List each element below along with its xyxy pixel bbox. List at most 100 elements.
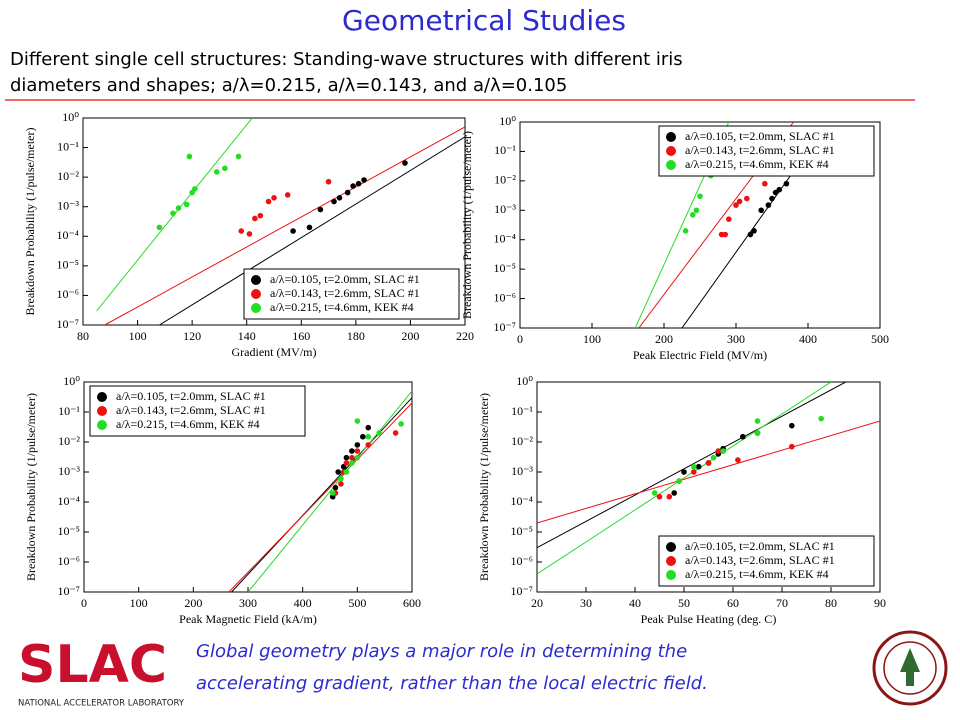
data-point — [697, 193, 703, 200]
x-tick-label: 90 — [874, 596, 886, 610]
fit-line — [159, 136, 465, 325]
data-point — [238, 228, 245, 234]
y-tick-label: 10⁻³ — [511, 464, 533, 478]
legend-marker — [666, 556, 676, 566]
data-point — [354, 448, 361, 454]
legend-marker — [251, 289, 261, 299]
y-tick-label: 10⁻⁴ — [57, 494, 80, 508]
y-tick-label: 10⁻² — [494, 173, 516, 187]
y-tick-label: 10⁻² — [57, 169, 79, 183]
data-point — [170, 210, 176, 217]
y-tick-label: 10⁻⁵ — [57, 524, 80, 538]
x-tick-label: 200 — [401, 329, 419, 343]
data-point — [765, 202, 772, 208]
logo-text: SLAC — [18, 635, 167, 695]
y-tick-label: 10⁻⁷ — [56, 317, 79, 331]
data-point — [354, 418, 361, 424]
subtitle-line: Different single cell structures: Standi… — [10, 49, 683, 70]
legend-marker — [97, 420, 107, 430]
data-point — [349, 454, 355, 461]
subtitle-line: diameters and shapes; a/λ=0.215, a/λ=0.1… — [10, 75, 567, 96]
legend-marker — [666, 146, 676, 156]
data-point — [676, 478, 682, 484]
y-tick-label: 10⁻¹ — [494, 143, 516, 157]
data-point — [776, 186, 782, 193]
data-point — [783, 180, 790, 187]
data-point — [349, 448, 355, 454]
data-point — [325, 178, 332, 185]
legend-label: a/λ=0.215, t=4.6mm, KEK #4 — [116, 417, 260, 431]
data-point — [402, 160, 408, 166]
legend-label: a/λ=0.105, t=2.0mm, SLAC #1 — [116, 389, 266, 403]
x-tick-label: 500 — [348, 596, 366, 610]
y-tick-label: 10⁰ — [499, 114, 516, 128]
data-point — [754, 430, 761, 436]
data-point — [360, 433, 366, 440]
plot-area — [96, 118, 465, 325]
data-point — [343, 454, 350, 461]
data-point — [290, 228, 296, 234]
data-point — [343, 469, 350, 475]
data-point — [186, 153, 193, 160]
data-point — [671, 490, 677, 496]
data-point — [365, 424, 372, 431]
legend-marker — [97, 406, 107, 416]
y-axis-label: Breakdown Probability (1/pulse/meter) — [24, 393, 38, 581]
x-tick-label: 140 — [238, 329, 256, 343]
x-tick-label: 40 — [629, 596, 641, 610]
data-point — [715, 448, 722, 454]
data-point — [354, 454, 361, 461]
y-tick-label: 10⁻⁷ — [57, 584, 80, 598]
data-point — [331, 198, 337, 205]
data-point — [818, 415, 824, 422]
y-tick-label: 10⁻¹ — [58, 404, 80, 418]
fit-line — [231, 397, 412, 592]
legend-label: a/λ=0.215, t=4.6mm, KEK #4 — [270, 300, 414, 314]
y-tick-label: 10⁻⁶ — [493, 290, 516, 304]
legend-marker — [251, 275, 261, 285]
y-tick-label: 10⁻³ — [58, 464, 80, 478]
y-tick-label: 10⁰ — [516, 374, 533, 388]
data-point — [336, 195, 343, 201]
data-point — [744, 195, 750, 202]
legend-marker — [666, 160, 676, 170]
data-point — [361, 177, 367, 183]
data-point — [349, 460, 355, 466]
x-tick-label: 200 — [184, 596, 202, 610]
y-tick-label: 10⁻⁷ — [510, 584, 533, 598]
x-tick-label: 500 — [871, 332, 889, 346]
data-point — [656, 493, 663, 500]
data-point — [338, 475, 344, 482]
legend-label: a/λ=0.143, t=2.6mm, SLAC #1 — [685, 553, 835, 567]
data-point — [350, 183, 356, 189]
logo-subtext: NATIONAL ACCELERATOR LABORATORY — [18, 699, 185, 709]
data-point — [736, 198, 743, 205]
x-tick-label: 80 — [77, 329, 89, 343]
x-tick-label: 100 — [130, 596, 148, 610]
data-point — [376, 430, 383, 436]
x-tick-label: 0 — [81, 596, 87, 610]
data-point — [332, 484, 339, 491]
data-point — [257, 212, 264, 219]
x-tick-label: 180 — [347, 329, 365, 343]
data-point — [789, 443, 795, 450]
data-point — [222, 165, 228, 172]
data-point — [317, 206, 324, 213]
y-tick-label: 10⁻⁶ — [57, 554, 80, 568]
x-axis-label: Peak Electric Field (MV/m) — [633, 348, 767, 362]
data-point — [735, 457, 741, 463]
y-tick-label: 10⁻¹ — [511, 404, 533, 418]
data-point — [722, 231, 728, 238]
legend-box — [658, 535, 875, 587]
data-point — [710, 454, 717, 461]
legend-label: a/λ=0.105, t=2.0mm, SLAC #1 — [685, 129, 835, 143]
legend-marker — [666, 542, 676, 552]
y-tick-label: 10⁻⁷ — [493, 320, 516, 334]
legend-marker — [666, 570, 676, 580]
data-point — [769, 195, 775, 202]
y-tick-label: 10⁻² — [511, 434, 533, 448]
data-point — [306, 224, 313, 231]
data-point — [747, 231, 754, 238]
x-tick-label: 160 — [292, 329, 310, 343]
y-axis-label: Breakdown Probability (1/pulse/meter) — [23, 128, 37, 316]
